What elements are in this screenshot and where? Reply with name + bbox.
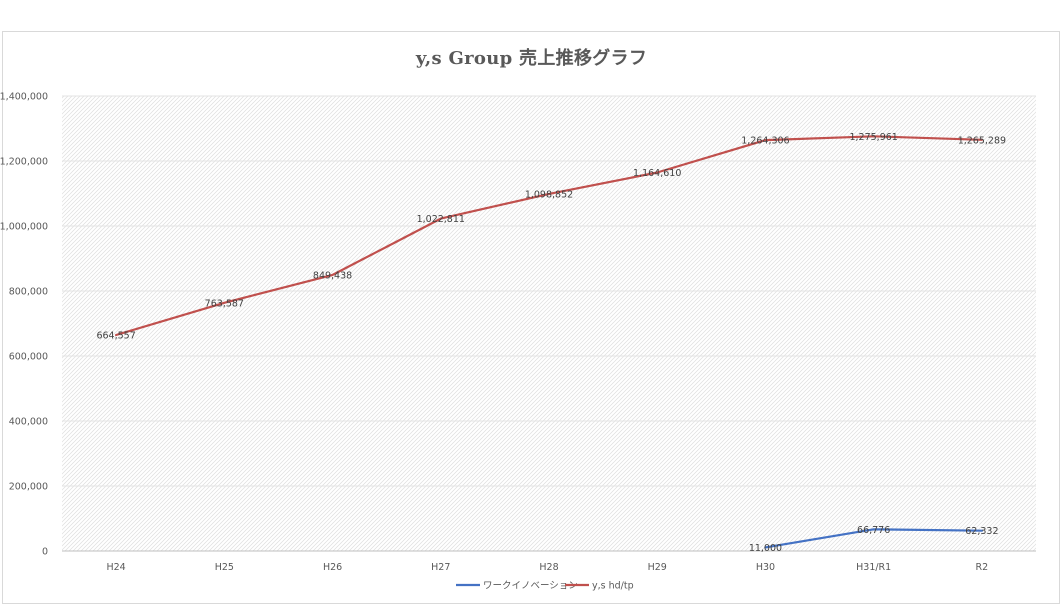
data-labels: 11,000 66,776 62,332 664,557 763,587 849,438 1… [96, 132, 1006, 554]
y-tick-label: 1,400,000 [0, 92, 48, 103]
y-tick-label: 1,000,000 [0, 222, 48, 233]
data-label: 849,438 [313, 270, 352, 281]
data-label: 763,587 [205, 298, 244, 309]
data-label: 1,022,811 [417, 214, 465, 225]
x-tick-label: H25 [215, 562, 234, 573]
legend-label: y,s hd/tp [592, 581, 634, 592]
y-axis-ticks: 0 200,000 400,000 600,000 800,000 1,000,000 1,… [0, 92, 48, 558]
plot-area [62, 96, 1036, 551]
legend: ワークイノベーション y,s hd/tp [456, 581, 634, 592]
plot-background [62, 96, 1036, 551]
x-tick-label: H31/R1 [856, 562, 891, 573]
series-lines [115, 135, 983, 549]
y-tick-label: 400,000 [9, 417, 48, 428]
x-tick-label: R2 [976, 562, 989, 573]
data-label: 1,275,961 [849, 132, 897, 143]
x-tick-label: H28 [539, 562, 558, 573]
data-label: 66,776 [857, 525, 890, 536]
x-axis-ticks: H24 H25 H26 H27 H28 H29 H30 H31/R1 R2 [106, 562, 988, 573]
y-tick-label: 600,000 [9, 352, 48, 363]
y-tick-label: 800,000 [9, 287, 48, 298]
data-label: 11,000 [749, 543, 782, 554]
x-tick-label: H26 [323, 562, 342, 573]
y-tick-label: 200,000 [9, 482, 48, 493]
y-tick-label: 0 [42, 547, 48, 558]
x-tick-label: H30 [756, 562, 775, 573]
series-line [115, 135, 983, 337]
legend-label: ワークイノベーション [483, 581, 578, 592]
x-tick-label: H29 [648, 562, 667, 573]
x-tick-label: H27 [431, 562, 450, 573]
gridlines [62, 95, 1036, 552]
data-label: 62,332 [965, 526, 998, 537]
data-label: 664,557 [96, 331, 135, 342]
chart-title: y,s Group 売上推移グラフ [415, 48, 648, 69]
series-line [764, 528, 983, 549]
y-tick-label: 1,200,000 [0, 157, 48, 168]
data-label: 1,264,306 [741, 136, 789, 147]
data-label: 1,265,289 [958, 135, 1006, 146]
x-tick-label: H24 [106, 562, 125, 573]
data-label: 1,098,852 [525, 189, 573, 200]
data-label: 1,164,610 [633, 168, 681, 179]
